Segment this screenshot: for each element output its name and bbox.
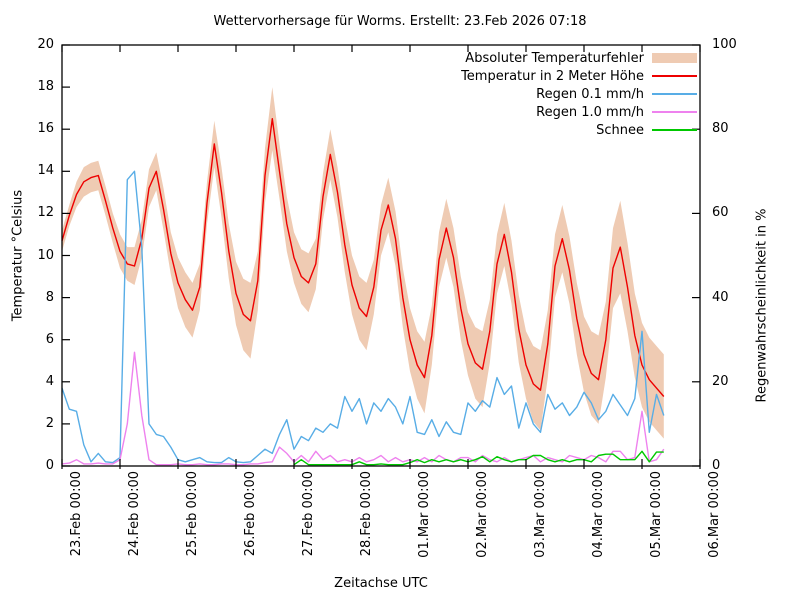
- left-tick-label: 8: [45, 289, 54, 305]
- legend-label-regen10: Regen 1.0 mm/h: [536, 104, 644, 120]
- legend: Absoluter Temperaturfehler Temperatur in…: [0, 49, 697, 139]
- legend-row-regen10: Regen 1.0 mm/h: [0, 103, 697, 121]
- legend-label-schnee: Schnee: [596, 122, 644, 138]
- x-tick-label: 02.Mar 00:00: [475, 471, 490, 558]
- legend-row-regen01: Regen 0.1 mm/h: [0, 85, 697, 103]
- left-tick-label: 4: [45, 373, 54, 389]
- series-temperaturfehler-band: [62, 87, 664, 439]
- right-tick-label: 100: [712, 37, 737, 52]
- legend-sample-temperatur-line-icon: [652, 75, 697, 77]
- x-tick-label: 03.Mar 00:00: [533, 471, 548, 558]
- right-tick-label: 80: [712, 121, 729, 137]
- right-tick-label: 40: [712, 289, 729, 305]
- right-tick-label: 60: [712, 205, 729, 221]
- x-tick-label: 26.Feb 00:00: [243, 471, 258, 557]
- legend-label-regen01: Regen 0.1 mm/h: [536, 86, 644, 102]
- series-temperatur-in-2-meter-h-he-line: [61, 117, 665, 397]
- x-tick-label: 25.Feb 00:00: [185, 471, 200, 557]
- x-tick-label: 01.Mar 00:00: [417, 471, 432, 558]
- x-tick-label: 27.Feb 00:00: [301, 471, 316, 557]
- legend-sample-regen10-line-icon: [652, 111, 697, 113]
- left-tick-label: 20: [37, 37, 54, 52]
- x-axis-title: Zeitachse UTC: [334, 576, 428, 591]
- left-tick-label: 0: [45, 458, 54, 473]
- x-tick-label: 24.Feb 00:00: [127, 471, 142, 557]
- legend-row-temperaturfehler: Absoluter Temperaturfehler: [0, 49, 697, 67]
- legend-sample-band-icon: [652, 53, 697, 63]
- left-tick-label: 6: [45, 331, 54, 347]
- series-regen-1-0-mm-h-line: [61, 351, 665, 466]
- series-schnee-line: [293, 450, 664, 466]
- legend-sample-schnee-line-icon: [652, 129, 697, 131]
- series-regen-0-1-mm-h-line: [61, 170, 665, 464]
- legend-label-temperatur: Temperatur in 2 Meter Höhe: [461, 68, 644, 84]
- x-tick-label: 23.Feb 00:00: [69, 471, 84, 557]
- right-tick-label: 20: [712, 373, 729, 389]
- x-tick-label: 04.Mar 00:00: [591, 471, 606, 558]
- x-tick-label: 05.Mar 00:00: [649, 471, 664, 558]
- chart-title: Wettervorhersage für Worms. Erstellt: 23…: [213, 14, 587, 29]
- x-tick-label: 06.Mar 00:00: [707, 471, 722, 558]
- left-tick-label: 18: [37, 79, 54, 95]
- legend-label-temperaturfehler: Absoluter Temperaturfehler: [465, 50, 644, 66]
- x-tick-label: 28.Feb 00:00: [359, 471, 374, 557]
- legend-row-schnee: Schnee: [0, 121, 697, 139]
- legend-row-temperatur: Temperatur in 2 Meter Höhe: [0, 67, 697, 85]
- right-tick-label: 0: [712, 458, 721, 473]
- legend-sample-regen01-line-icon: [652, 93, 697, 95]
- left-tick-label: 10: [37, 247, 54, 263]
- left-tick-label: 14: [37, 163, 54, 179]
- left-tick-label: 2: [45, 415, 54, 431]
- left-tick-label: 12: [37, 205, 54, 221]
- left-tick-label: 16: [37, 121, 54, 137]
